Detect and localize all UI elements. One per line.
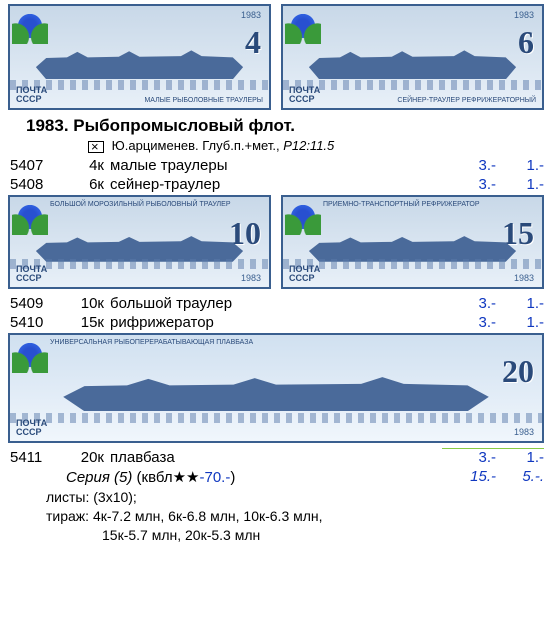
series-price-mint: 15.- [442, 468, 496, 486]
stamp-year: 1983 [241, 273, 261, 283]
series-stars: ★★ [173, 469, 200, 486]
catalog-row: 5408 6к сейнер-траулер 3.- 1.- [8, 176, 544, 193]
catalog-number: 5408 [10, 176, 66, 193]
pochtacccp-label: ПОЧТА СССР [16, 86, 47, 104]
stamp-value: 20 [502, 353, 534, 390]
catalog-row: 5409 10к большой траулер 3.- 1.- [8, 295, 544, 312]
flower-icon [289, 203, 317, 231]
stamp-caption: МАЛЫЕ РЫБОЛОВНЫЕ ТРАУЛЕРЫ [144, 97, 263, 104]
pochtacccp-label: ПОЧТА СССР [16, 419, 47, 437]
designer: Ю.арцименев. Глуб.п.+мет., [112, 138, 280, 153]
ship-icon [309, 235, 516, 262]
catalog-number: 5409 [10, 295, 66, 312]
catalog-denom: 10к [66, 295, 110, 312]
stamp-15k: ПРИЕМНО-ТРАНСПОРТНЫЙ РЕФРИЖЕРАТОР 15 ПОЧ… [281, 195, 544, 289]
pochtacccp-label: ПОЧТА СССР [289, 265, 320, 283]
pochtacccp-label: ПОЧТА СССР [289, 86, 320, 104]
water-icon [283, 259, 542, 269]
catalog-number: 5411 [10, 449, 66, 466]
series-note-suffix: ) [230, 469, 235, 486]
catalog-denom: 15к [66, 314, 110, 331]
water-icon [10, 259, 269, 269]
ship-icon [36, 235, 243, 262]
catalog-price-mint: 3.- [442, 295, 496, 312]
catalog-number: 5407 [10, 157, 66, 174]
boxed-x-icon [88, 141, 104, 153]
stamp-year: 1983 [514, 273, 534, 283]
series-price-used: 5.-. [496, 468, 544, 486]
catalog-number: 5410 [10, 314, 66, 331]
catalog-price-used: 1.- [496, 157, 544, 174]
water-icon [283, 80, 542, 90]
stamp-value: 6 [518, 24, 534, 61]
catalog-desc: малые траулеры [110, 157, 442, 174]
catalog-row: 5410 15к рифрижератор 3.- 1.- [8, 314, 544, 331]
notes: листы: (3x10); тираж: 4к-7.2 млн, 6к-6.8… [46, 488, 544, 545]
stamp-20k: УНИВЕРСАЛЬНАЯ РЫБОПЕРЕРАБАТЫВАЮЩАЯ ПЛАВБ… [8, 333, 544, 443]
series-note-value: -70.- [199, 469, 230, 486]
ship-icon [309, 49, 516, 80]
set-title: 1983. Рыбопромысловый флот. [26, 116, 544, 136]
catalog-price-used: 1.- [496, 295, 544, 312]
catalog-row: 5407 4к малые траулеры 3.- 1.- [8, 157, 544, 174]
series-label: Серия (5) [66, 469, 132, 486]
ship-icon [63, 375, 489, 411]
series-note-prefix: (квбл [137, 469, 173, 486]
stamp-10k: БОЛЬШОЙ МОРОЗИЛЬНЫЙ РЫБОЛОВНЫЙ ТРАУЛЕР 1… [8, 195, 271, 289]
catalog-desc: сейнер-траулер [110, 176, 442, 193]
ship-icon [36, 49, 243, 80]
set-subtitle: Ю.арцименев. Глуб.п.+мет., Р12:11.5 [88, 138, 544, 153]
pochtacccp-label: ПОЧТА СССР [16, 265, 47, 283]
stamp-year: 1983 [514, 10, 534, 20]
catalog-desc: плавбаза [110, 449, 442, 466]
series-summary: Серия (5) (квбл★★-70.-) 15.- 5.-. [66, 468, 544, 486]
stamp-6k: 1983 6 ПОЧТА СССР СЕЙНЕР-ТРАУЛЕР РЕФРИЖЕ… [281, 4, 544, 110]
stamp-caption: ПРИЕМНО-ТРАНСПОРТНЫЙ РЕФРИЖЕРАТОР [323, 201, 480, 208]
catalog-price-mint: 3.- [442, 176, 496, 193]
catalog-price-used: 1.- [496, 448, 544, 466]
catalog-price-mint: 3.- [442, 314, 496, 331]
flower-icon [16, 203, 44, 231]
flower-icon [289, 12, 317, 40]
catalog-denom: 20к [66, 449, 110, 466]
catalog-desc: большой траулер [110, 295, 442, 312]
stamp-caption: СЕЙНЕР-ТРАУЛЕР РЕФРИЖЕРАТОРНЫЙ [397, 97, 536, 104]
catalog-price-used: 1.- [496, 314, 544, 331]
catalog-row: 5411 20к плавбаза 3.- 1.- [8, 449, 544, 466]
catalog-denom: 4к [66, 157, 110, 174]
flower-icon [16, 12, 44, 40]
stamp-4k: 1983 4 ПОЧТА СССР МАЛЫЕ РЫБОЛОВНЫЕ ТРАУЛ… [8, 4, 271, 110]
stamp-year: 1983 [241, 10, 261, 20]
catalog-price-mint: 3.- [442, 448, 496, 466]
notes-tirazh-1: тираж: 4к-7.2 млн, 6к-6.8 млн, 10к-6.3 м… [46, 507, 544, 526]
catalog-price-used: 1.- [496, 176, 544, 193]
catalog-denom: 6к [66, 176, 110, 193]
water-icon [10, 80, 269, 90]
water-icon [10, 413, 542, 423]
stamp-caption: УНИВЕРСАЛЬНАЯ РЫБОПЕРЕРАБАТЫВАЮЩАЯ ПЛАВБ… [50, 339, 253, 346]
stamp-year: 1983 [514, 427, 534, 437]
stamp-caption: БОЛЬШОЙ МОРОЗИЛЬНЫЙ РЫБОЛОВНЫЙ ТРАУЛЕР [50, 201, 230, 208]
stamp-value: 4 [245, 24, 261, 61]
perforation: Р12:11.5 [283, 138, 334, 153]
notes-tirazh-2: 15к-5.7 млн, 20к-5.3 млн [102, 526, 544, 545]
catalog-desc: рифрижератор [110, 314, 442, 331]
flower-icon [16, 341, 44, 369]
notes-sheets: листы: (3x10); [46, 488, 544, 507]
catalog-price-mint: 3.- [442, 157, 496, 174]
